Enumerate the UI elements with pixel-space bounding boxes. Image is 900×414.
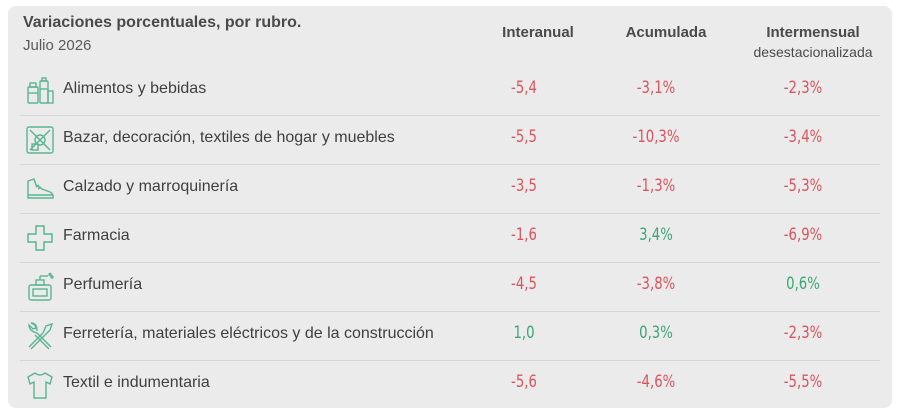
column-header-interanual: Interanual bbox=[502, 24, 574, 41]
column-subheader-desestacionalizada: desestacionalizada bbox=[753, 44, 873, 60]
value-intermensual: -6,9% bbox=[783, 225, 823, 245]
value-interanual: -5,6 bbox=[511, 372, 537, 392]
row-label: Textil e indumentaria bbox=[63, 374, 210, 391]
food-icon bbox=[27, 77, 54, 104]
home-decor-icon bbox=[26, 126, 54, 154]
perfume-icon bbox=[28, 272, 54, 301]
value-interanual: -1,6 bbox=[511, 225, 537, 245]
shoe-icon bbox=[27, 178, 54, 199]
row-label: Perfumería bbox=[63, 276, 143, 293]
table-row: Perfumería -4,5 -3,8% 0,6% bbox=[20, 263, 880, 312]
table-row: Calzado y marroquinería -3,5 -1,3% -5,3% bbox=[20, 165, 880, 214]
pharmacy-cross-icon bbox=[27, 225, 53, 251]
value-interanual: -5,5 bbox=[511, 127, 537, 147]
value-intermensual: -3,4% bbox=[783, 127, 823, 147]
value-interanual: 1,0 bbox=[513, 323, 535, 343]
value-interanual: -4,5 bbox=[511, 274, 537, 294]
table-row: Farmacia -1,6 3,4% -6,9% bbox=[20, 214, 880, 263]
value-intermensual: -5,3% bbox=[783, 176, 823, 196]
value-interanual: -3,5 bbox=[511, 176, 537, 196]
value-acumulada: 3,4% bbox=[639, 225, 673, 245]
row-label: Calzado y marroquinería bbox=[63, 178, 239, 195]
column-header-intermensual: Intermensual bbox=[766, 24, 860, 41]
column-header-acumulada: Acumulada bbox=[625, 24, 707, 41]
value-acumulada: -3,8% bbox=[636, 274, 676, 294]
row-label: Alimentos y bebidas bbox=[63, 80, 207, 97]
tools-icon bbox=[28, 322, 54, 350]
table-title: Variaciones porcentuales, por rubro. bbox=[23, 14, 302, 31]
value-intermensual: -2,3% bbox=[783, 78, 823, 98]
row-label: Farmacia bbox=[63, 227, 130, 244]
value-intermensual: -5,5% bbox=[783, 372, 823, 392]
table-card: Variaciones porcentuales, por rubro. Jul… bbox=[8, 6, 892, 408]
table-subtitle: Julio 2026 bbox=[23, 37, 92, 54]
value-acumulada: -4,6% bbox=[636, 372, 676, 392]
value-acumulada: -1,3% bbox=[636, 176, 676, 196]
table-row: Alimentos y bebidas -5,4 -3,1% -2,3% bbox=[20, 67, 880, 116]
table-row: Textil e indumentaria -5,6 -4,6% -5,5% bbox=[20, 361, 880, 409]
table-row: Bazar, decoración, textiles de hogar y m… bbox=[20, 116, 880, 165]
value-acumulada: 0,3% bbox=[639, 323, 673, 343]
value-interanual: -5,4 bbox=[511, 78, 537, 98]
row-label: Ferretería, materiales eléctricos y de l… bbox=[63, 325, 434, 342]
row-label: Bazar, decoración, textiles de hogar y m… bbox=[63, 129, 395, 146]
table-row: Ferretería, materiales eléctricos y de l… bbox=[20, 312, 880, 361]
value-intermensual: 0,6% bbox=[786, 274, 820, 294]
value-acumulada: -10,3% bbox=[632, 127, 680, 147]
value-acumulada: -3,1% bbox=[636, 78, 676, 98]
value-intermensual: -2,3% bbox=[783, 323, 823, 343]
shirt-icon bbox=[27, 372, 53, 399]
